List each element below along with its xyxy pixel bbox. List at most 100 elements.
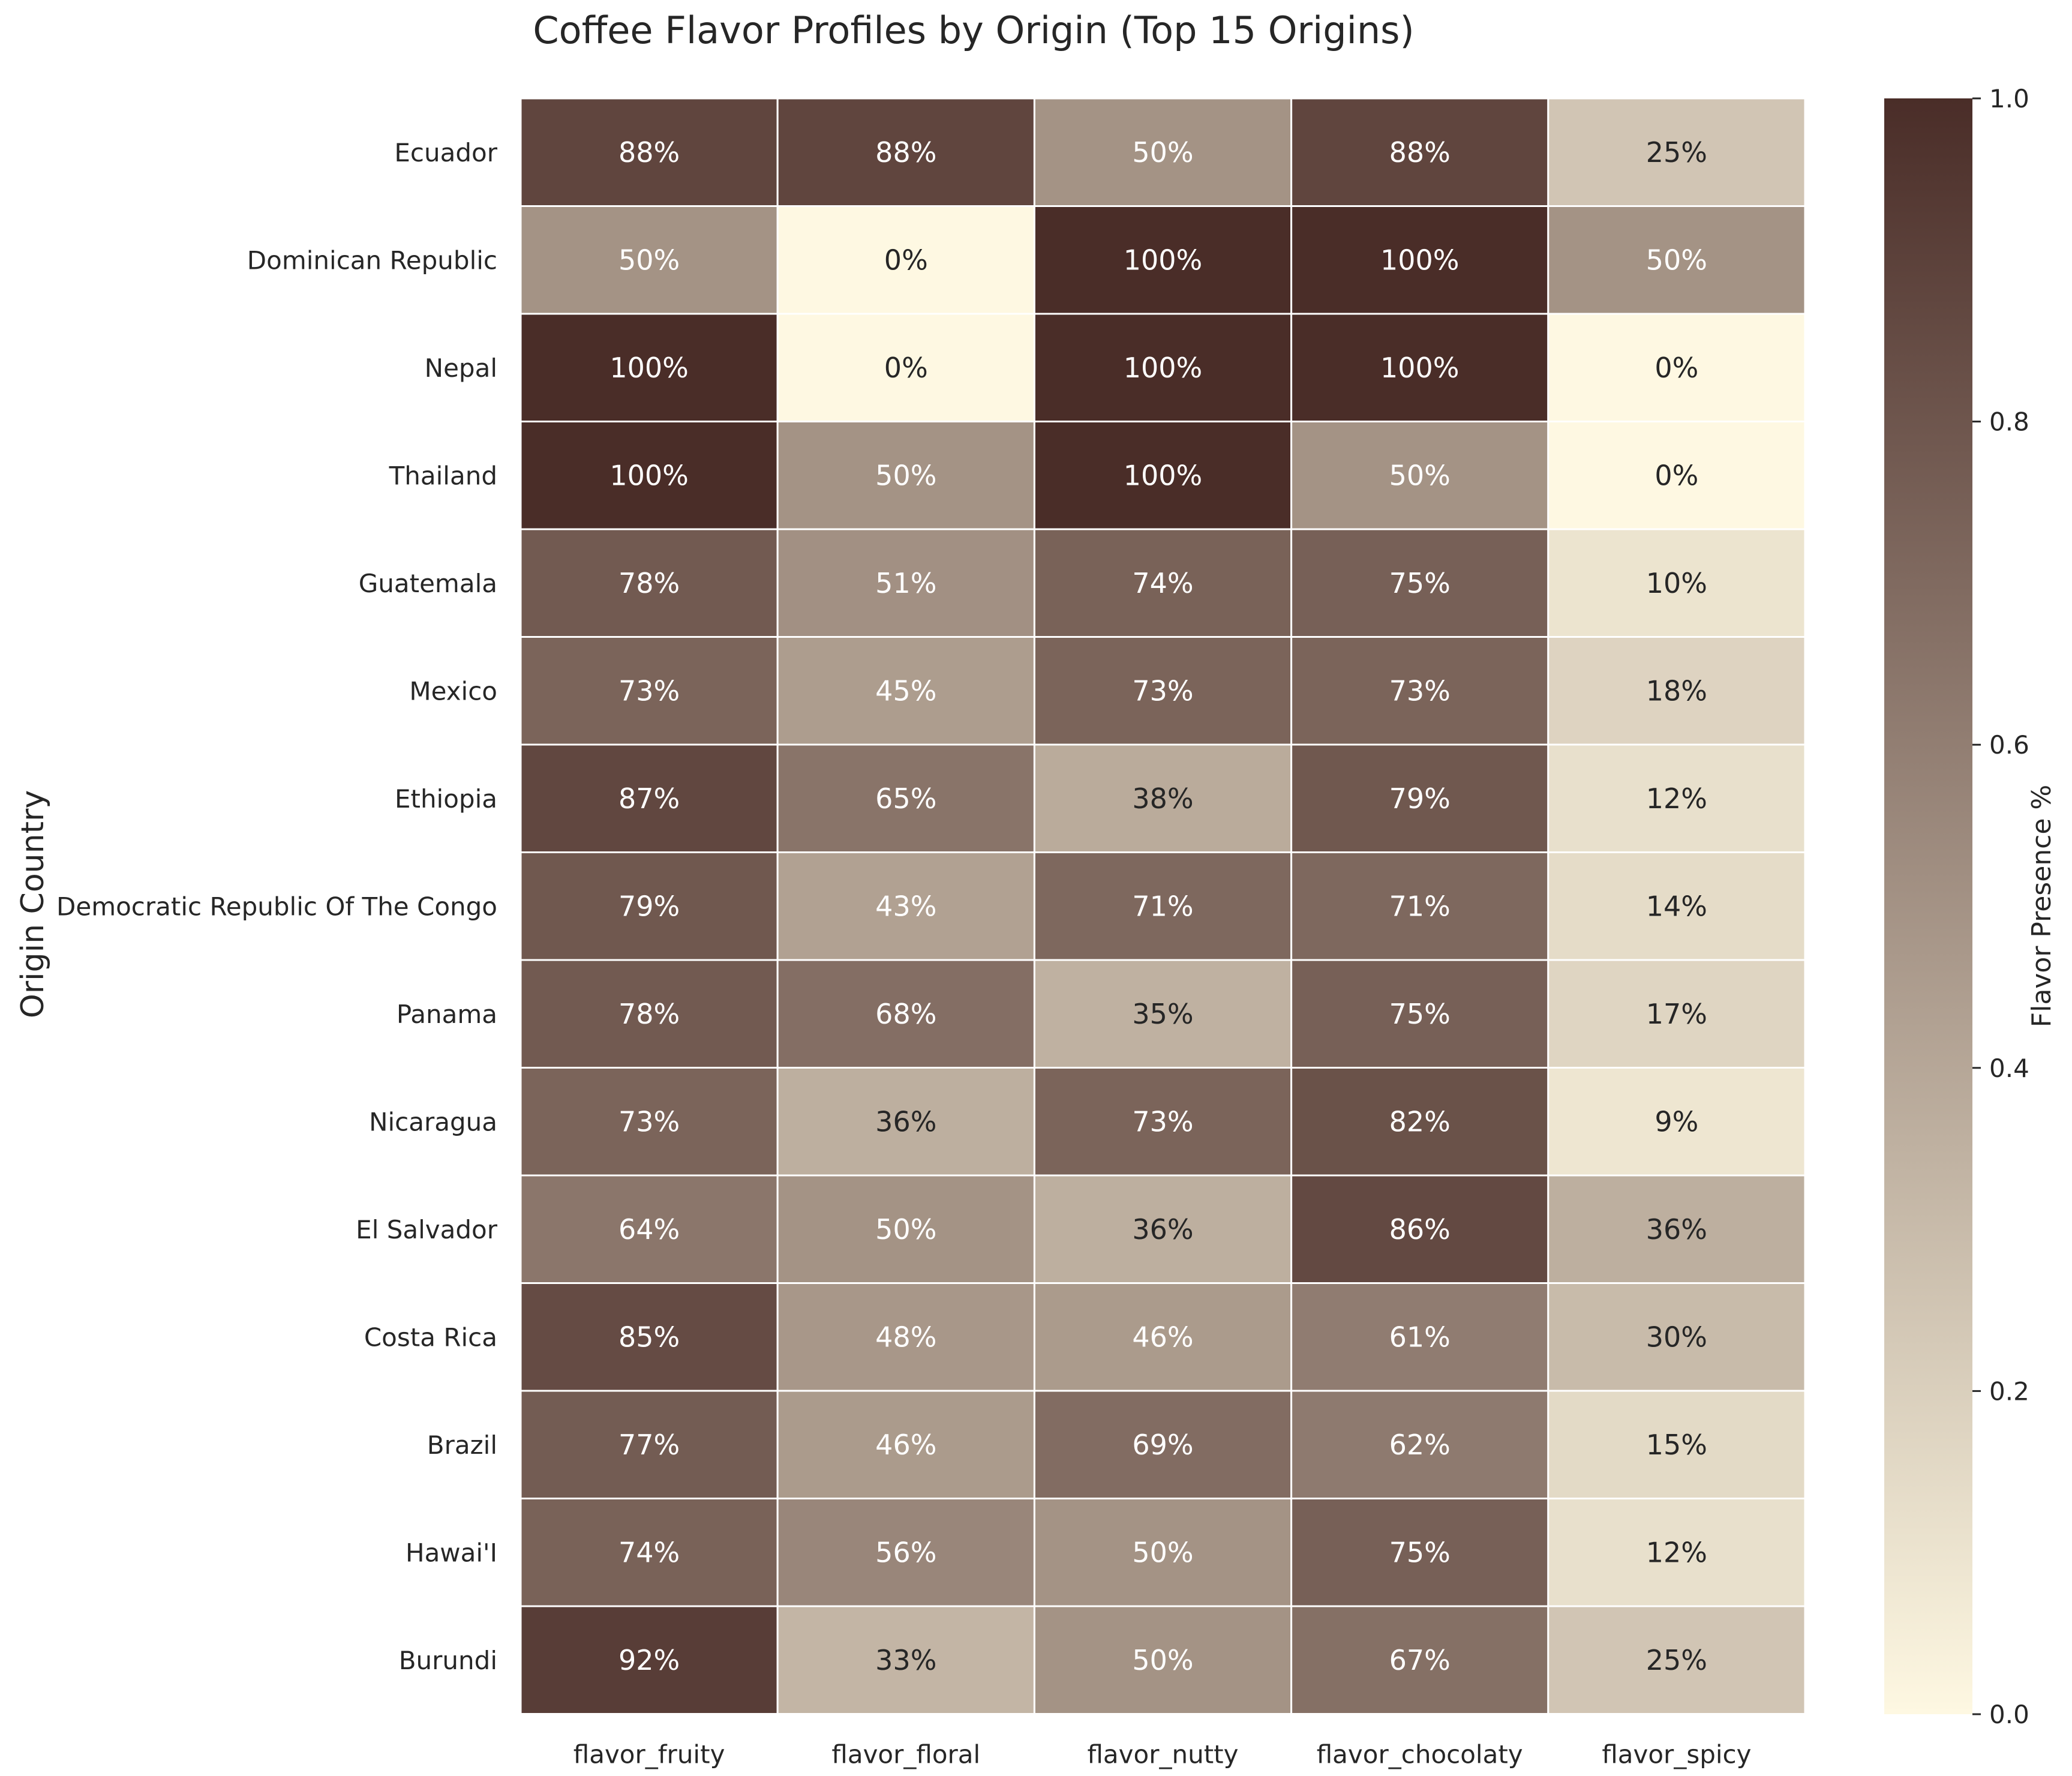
cell-value-label: 74% <box>1132 567 1193 599</box>
heatmap-cell <box>1290 421 1550 530</box>
cell-value-label: 85% <box>618 1321 680 1353</box>
heatmap-cell <box>1547 421 1806 530</box>
cell-value-label: 0% <box>1654 459 1698 491</box>
heatmap-cell <box>1547 636 1806 746</box>
cell-value-label: 64% <box>618 1213 680 1246</box>
cell-value-label: 25% <box>1646 136 1707 169</box>
y-tick-label: Ecuador <box>394 138 497 167</box>
cell-value-label: 50% <box>1646 244 1707 276</box>
cell-value-label: 79% <box>618 890 680 922</box>
heatmap-cell <box>1290 1605 1550 1715</box>
heatmap-cell <box>1290 1067 1550 1177</box>
heatmap-cell <box>776 1282 1035 1392</box>
y-tick-label: Nepal <box>425 353 497 383</box>
cell-value-label: 100% <box>1124 244 1203 276</box>
cell-value-label: 36% <box>875 1105 936 1138</box>
cell-value-label: 100% <box>1124 459 1203 491</box>
cell-value-label: 50% <box>1132 136 1193 169</box>
cell-value-label: 0% <box>884 352 928 384</box>
cell-value-label: 100% <box>609 352 689 384</box>
cell-value-label: 77% <box>618 1429 680 1461</box>
cell-value-label: 12% <box>1646 782 1707 815</box>
heatmap-cell <box>519 1174 779 1284</box>
y-axis-label: Origin Country <box>15 790 51 1018</box>
cell-value-label: 36% <box>1646 1213 1707 1246</box>
cell-value-label: 87% <box>618 782 680 815</box>
y-tick-label: Costa Rica <box>364 1322 497 1352</box>
cell-value-label: 88% <box>618 136 680 169</box>
y-tick-label: Guatemala <box>359 569 497 598</box>
cell-value-label: 51% <box>875 567 936 599</box>
cell-value-label: 48% <box>875 1321 936 1353</box>
x-tick-label: flavor_spicy <box>1602 1740 1751 1769</box>
heatmap-cell <box>1547 1067 1806 1177</box>
x-tick-label: flavor_fruity <box>573 1740 725 1769</box>
y-tick-label: Hawai'I <box>406 1538 497 1567</box>
cell-value-label: 69% <box>1132 1429 1193 1461</box>
cell-value-label: 18% <box>1646 674 1707 707</box>
cell-value-label: 88% <box>875 136 936 169</box>
cell-value-label: 10% <box>1646 567 1707 599</box>
cell-value-label: 67% <box>1389 1644 1451 1676</box>
cell-value-label: 36% <box>1132 1213 1193 1246</box>
cell-value-label: 50% <box>618 244 680 276</box>
cell-value-label: 50% <box>875 459 936 491</box>
colorbar-ticks: 0.0 0.2 0.4 0.6 0.8 1.0 <box>1972 84 2029 1729</box>
cell-value-label: 45% <box>875 674 936 707</box>
colorbar-tick-label: 1.0 <box>1989 84 2029 113</box>
heatmap-cells <box>519 97 1806 1715</box>
cell-value-label: 75% <box>1389 998 1451 1030</box>
y-tick-label: El Salvador <box>356 1215 498 1244</box>
heatmap-cell <box>1290 313 1550 422</box>
x-tick-labels: flavor_fruity flavor_floral flavor_nutty fl… <box>573 1740 1752 1769</box>
cell-value-label: 30% <box>1646 1321 1707 1353</box>
heatmap-cell <box>1033 421 1293 530</box>
colorbar-tick-label: 0.2 <box>1989 1376 2029 1406</box>
cell-value-label: 12% <box>1646 1536 1707 1568</box>
x-tick-label: flavor_nutty <box>1087 1740 1238 1769</box>
heatmap-cell <box>1547 205 1806 315</box>
heatmap-cell <box>776 97 1035 207</box>
cell-value-label: 46% <box>875 1429 936 1461</box>
heatmap-cell-labels: 88% 88% 50% 88% 25% 50% 0% 100% 100% 50% 100% 0% 100… <box>609 136 1707 1676</box>
y-tick-label: Panama <box>397 1000 497 1029</box>
heatmap-cell <box>1033 636 1293 746</box>
cell-value-label: 88% <box>1389 136 1451 169</box>
cell-value-label: 86% <box>1389 1213 1451 1246</box>
cell-value-label: 75% <box>1389 1536 1451 1568</box>
y-tick-labels: Ecuador Dominican Republic Nepal Thailand Gu… <box>56 138 498 1675</box>
heatmap-cell <box>519 1498 779 1607</box>
cell-value-label: 75% <box>1389 567 1451 599</box>
heatmap-cell <box>776 1605 1035 1715</box>
heatmap-cell <box>1033 97 1293 207</box>
cell-value-label: 71% <box>1132 890 1193 922</box>
heatmap-cell <box>519 528 779 638</box>
heatmap-cell <box>776 1067 1035 1177</box>
cell-value-label: 92% <box>618 1644 680 1676</box>
heatmap-cell <box>1290 636 1550 746</box>
heatmap-cell <box>1033 205 1293 315</box>
cell-value-label: 0% <box>1654 352 1698 384</box>
cell-value-label: 43% <box>875 890 936 922</box>
cell-value-label: 0% <box>884 244 928 276</box>
heatmap-cell <box>1033 1605 1293 1715</box>
heatmap-cell <box>1290 1282 1550 1392</box>
cell-value-label: 50% <box>875 1213 936 1246</box>
cell-value-label: 100% <box>1380 352 1460 384</box>
cell-value-label: 71% <box>1389 890 1451 922</box>
colorbar-tick-label: 0.0 <box>1989 1700 2029 1729</box>
heatmap-cell <box>776 1498 1035 1607</box>
y-tick-label: Burundi <box>399 1646 497 1675</box>
heatmap-cell <box>1033 313 1293 422</box>
chart-title: Coffee Flavor Profiles by Origin (Top 15… <box>533 8 1414 52</box>
cell-value-label: 73% <box>618 674 680 707</box>
heatmap-cell <box>1033 959 1293 1069</box>
cell-value-label: 17% <box>1646 998 1707 1030</box>
heatmap-cell <box>1033 1174 1293 1284</box>
colorbar-tick-label: 0.8 <box>1989 407 2029 437</box>
cell-value-label: 73% <box>1132 674 1193 707</box>
heatmap-cell <box>1547 743 1806 853</box>
x-tick-label: flavor_chocolaty <box>1317 1740 1523 1769</box>
y-tick-label: Mexico <box>409 676 497 706</box>
